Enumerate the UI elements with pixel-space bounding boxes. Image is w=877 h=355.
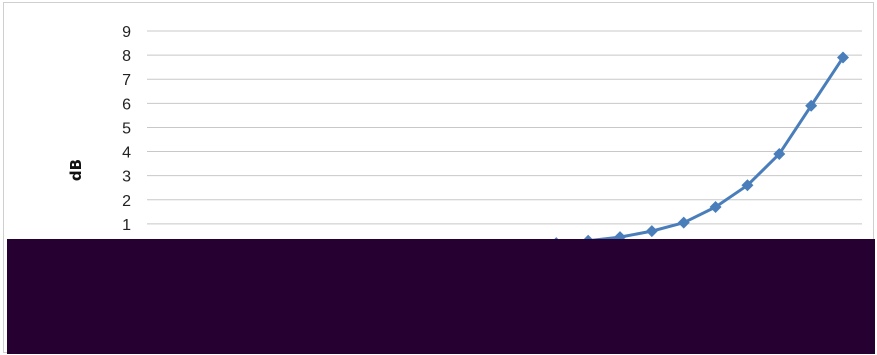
grid	[147, 30, 862, 249]
y-axis-label: dB	[67, 159, 85, 181]
y-tick-label: 8	[122, 48, 131, 65]
data-point-marker	[709, 201, 722, 214]
y-tick-label: 5	[122, 120, 131, 137]
chart-area: 0123456789 dB	[3, 2, 875, 354]
y-tick-label: 7	[122, 72, 131, 89]
occluded-region	[7, 239, 875, 354]
y-tick-label: 1	[122, 217, 131, 234]
data-point-marker	[741, 179, 754, 192]
data-point-marker	[837, 51, 849, 64]
y-tick-label: 9	[122, 24, 131, 41]
y-tick-label: 4	[122, 145, 131, 162]
data-point-marker	[805, 99, 818, 112]
y-tick-label: 6	[122, 96, 131, 113]
data-point-marker	[677, 216, 690, 229]
y-axis: 0123456789	[122, 24, 131, 258]
y-tick-label: 3	[122, 169, 131, 186]
data-point-marker	[773, 147, 786, 160]
data-point-marker	[645, 225, 658, 238]
series-path	[174, 56, 845, 250]
line-chart: 0123456789 dB	[7, 24, 875, 354]
y-tick-label: 2	[122, 193, 131, 210]
